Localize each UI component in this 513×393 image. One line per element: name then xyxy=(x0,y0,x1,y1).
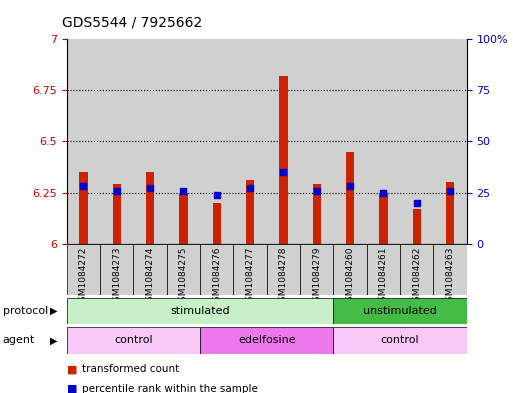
Text: ▶: ▶ xyxy=(50,335,58,345)
Bar xyxy=(433,39,467,244)
Bar xyxy=(433,244,467,295)
Bar xyxy=(133,244,167,295)
Text: GSM1084260: GSM1084260 xyxy=(346,246,354,307)
Bar xyxy=(312,184,321,244)
Bar xyxy=(200,327,333,354)
Text: GSM1084275: GSM1084275 xyxy=(179,246,188,307)
Bar xyxy=(379,193,388,244)
Bar xyxy=(200,244,233,295)
Bar xyxy=(300,244,333,295)
Bar xyxy=(100,39,133,244)
Bar xyxy=(367,244,400,295)
Bar xyxy=(333,327,467,354)
Bar xyxy=(146,172,154,244)
Bar xyxy=(400,244,433,295)
Text: GSM1084276: GSM1084276 xyxy=(212,246,221,307)
Text: GSM1084272: GSM1084272 xyxy=(79,246,88,307)
Text: transformed count: transformed count xyxy=(82,364,180,375)
Text: GSM1084278: GSM1084278 xyxy=(279,246,288,307)
Bar xyxy=(133,39,167,244)
Bar xyxy=(167,244,200,295)
Bar xyxy=(446,182,455,244)
Text: GDS5544 / 7925662: GDS5544 / 7925662 xyxy=(62,16,202,30)
Text: GSM1084262: GSM1084262 xyxy=(412,246,421,307)
Bar xyxy=(346,152,354,244)
Bar xyxy=(246,180,254,244)
Bar xyxy=(79,172,88,244)
Bar xyxy=(67,327,200,354)
Bar xyxy=(212,203,221,244)
Text: GSM1084279: GSM1084279 xyxy=(312,246,321,307)
Bar xyxy=(179,193,188,244)
Bar xyxy=(412,209,421,244)
Bar xyxy=(267,244,300,295)
Text: control: control xyxy=(381,335,420,345)
Bar xyxy=(400,39,433,244)
Bar xyxy=(200,39,233,244)
Bar xyxy=(112,184,121,244)
Bar xyxy=(67,298,333,324)
Text: GSM1084261: GSM1084261 xyxy=(379,246,388,307)
Text: ▶: ▶ xyxy=(50,306,58,316)
Bar xyxy=(267,39,300,244)
Text: GSM1084263: GSM1084263 xyxy=(446,246,455,307)
Bar xyxy=(333,298,467,324)
Bar xyxy=(333,244,367,295)
Bar xyxy=(100,244,133,295)
Text: ■: ■ xyxy=(67,384,77,393)
Text: GSM1084273: GSM1084273 xyxy=(112,246,121,307)
Bar xyxy=(233,39,267,244)
Text: control: control xyxy=(114,335,153,345)
Text: edelfosine: edelfosine xyxy=(238,335,295,345)
Bar xyxy=(333,39,367,244)
Text: ■: ■ xyxy=(67,364,77,375)
Text: unstimulated: unstimulated xyxy=(363,306,437,316)
Bar xyxy=(67,39,100,244)
Bar xyxy=(67,244,100,295)
Text: stimulated: stimulated xyxy=(170,306,230,316)
Bar xyxy=(167,39,200,244)
Bar xyxy=(300,39,333,244)
Text: protocol: protocol xyxy=(3,306,48,316)
Text: GSM1084274: GSM1084274 xyxy=(146,246,154,307)
Bar xyxy=(367,39,400,244)
Text: percentile rank within the sample: percentile rank within the sample xyxy=(82,384,258,393)
Bar xyxy=(233,244,267,295)
Text: agent: agent xyxy=(3,335,35,345)
Bar xyxy=(279,76,288,244)
Text: GSM1084277: GSM1084277 xyxy=(246,246,254,307)
